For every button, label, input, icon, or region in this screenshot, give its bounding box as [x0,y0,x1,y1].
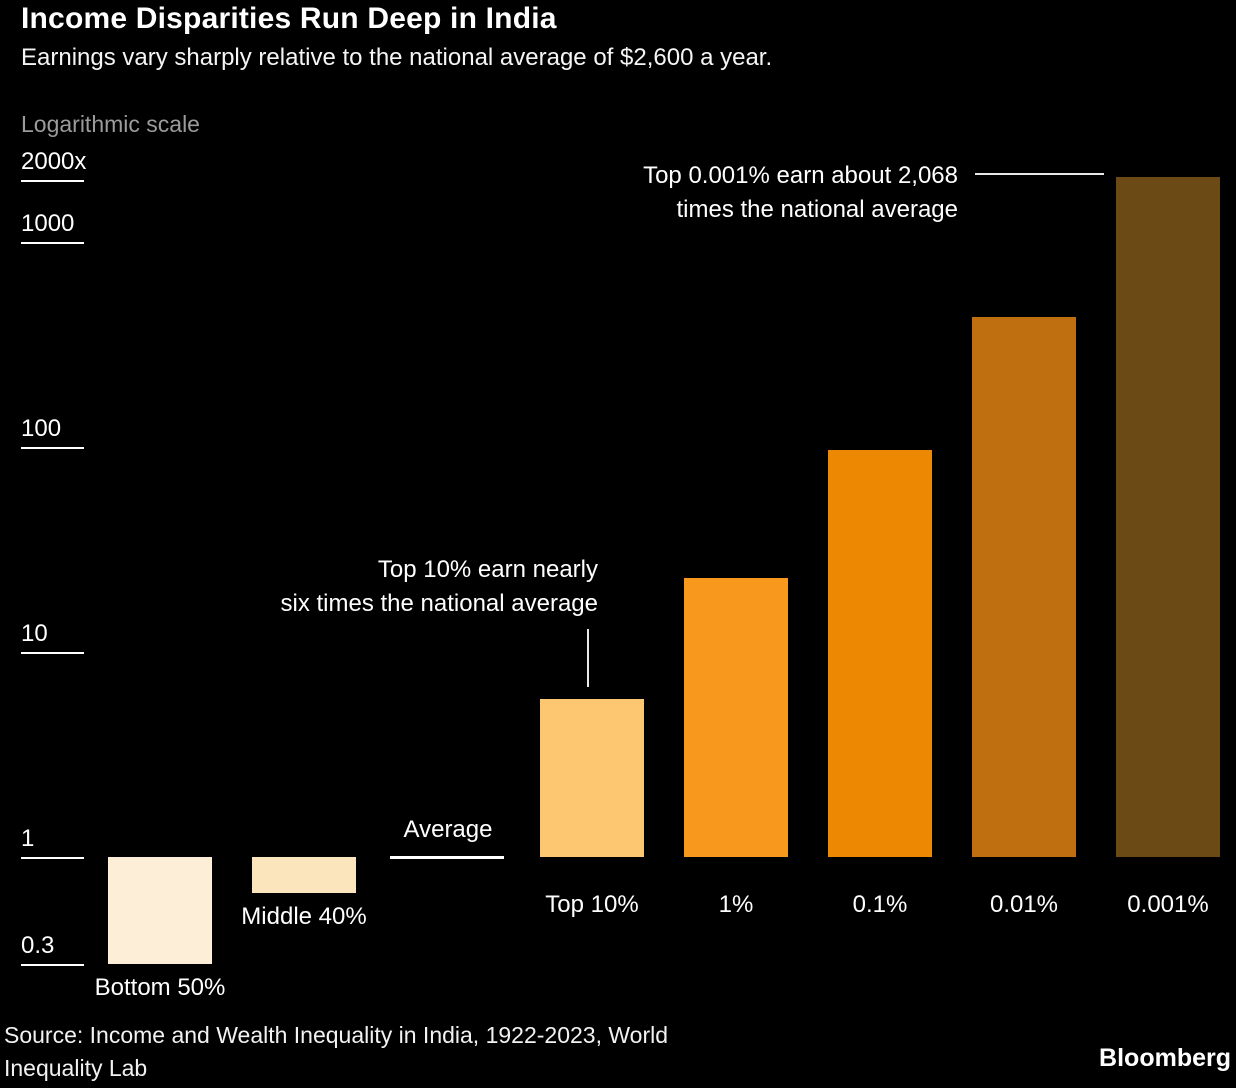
annotation-top0001: Top 0.001% earn about 2,068 times the nat… [643,159,958,227]
scale-note: Logarithmic scale [21,111,200,137]
annotation-line: Top 0.001% earn about 2,068 [643,162,958,189]
bar-top-10 [540,699,644,857]
average-line [390,856,504,859]
chart-subtitle: Earnings vary sharply relative to the na… [21,44,773,71]
bar-0-01 [972,317,1076,857]
bar-1 [684,578,788,857]
bar-label-middle-40: Middle 40% [241,903,367,930]
y-axis-tick-line-1 [21,857,84,859]
bar-label-top-10: Top 10% [545,891,639,918]
bar-middle-40 [252,857,356,893]
y-axis-tick-line-100 [21,447,84,449]
y-axis-tick-line-0-3 [21,964,84,966]
bar-bottom-50 [108,857,212,964]
source-line-1: Source: Income and Wealth Inequality in … [4,1022,669,1048]
y-axis-tick-line-2000x [21,180,84,182]
y-axis-tick-label-1: 1 [21,825,35,852]
y-axis-tick-label-0-3: 0.3 [21,932,55,959]
bar-0-001 [1116,177,1220,857]
bar-0-1 [828,450,932,857]
bloomberg-logo: Bloomberg [1099,1044,1231,1072]
y-axis-tick-label-10: 10 [21,620,48,647]
annotation-line: Top 10% earn nearly [377,556,598,583]
chart-title: Income Disparities Run Deep in India [21,2,557,35]
bar-label-0-001: 0.001% [1127,891,1209,918]
y-axis-tick-line-1000 [21,242,84,244]
bar-label-1: 1% [718,891,754,918]
annotation-line: times the national average [676,196,958,223]
y-axis-tick-label-2000x: 2000x [21,148,87,175]
annotation-top0001-connector [975,173,1104,175]
average-label: Average [403,816,493,843]
bar-label-bottom-50: Bottom 50% [94,974,226,1001]
annotation-top10: Top 10% earn nearly six times the nationa… [280,553,598,621]
bar-label-0-01: 0.01% [989,891,1059,918]
source-line-2: Inequality Lab [4,1055,148,1081]
y-axis-tick-label-1000: 1000 [21,210,75,237]
annotation-top10-connector [587,629,589,687]
bar-label-0-1: 0.1% [852,891,908,918]
y-axis-tick-label-100: 100 [21,415,62,442]
y-axis-tick-line-10 [21,652,84,654]
annotation-line: six times the national average [280,590,598,617]
